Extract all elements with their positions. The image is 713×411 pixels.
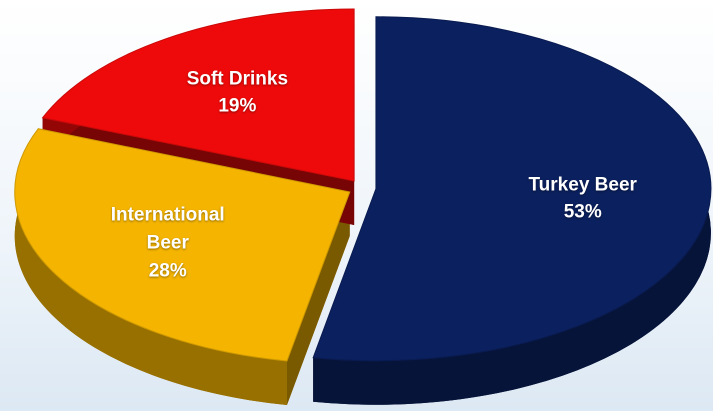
slice <box>41 8 355 182</box>
slice <box>312 16 712 362</box>
pie-tops <box>14 8 712 362</box>
slice <box>14 128 351 362</box>
slice-wall <box>313 16 711 405</box>
slice-label: Turkey Beer 53% <box>513 171 653 226</box>
value-label: 28% <box>148 260 187 282</box>
slice-edge <box>286 192 350 406</box>
value-label: 53% <box>563 201 602 223</box>
slice-label: Soft Drinks 19% <box>172 65 302 120</box>
category-label: Turkey Beer <box>528 174 637 196</box>
category-label: Soft Drinks <box>186 68 289 90</box>
category-label: International Beer <box>110 205 225 254</box>
value-label: 19% <box>218 95 257 117</box>
slice-wall <box>14 128 287 406</box>
slice-label: International Beer 28% <box>105 202 230 285</box>
